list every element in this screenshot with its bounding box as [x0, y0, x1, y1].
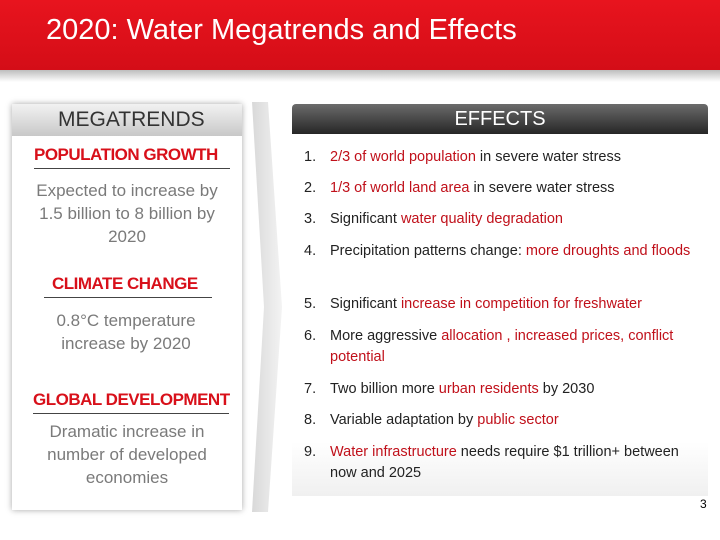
megatrends-header: MEGATRENDS: [12, 104, 242, 136]
effect-highlight: water quality degradation: [400, 211, 563, 227]
effect-text: in severe water stress: [469, 180, 615, 196]
effect-number: 2.: [304, 180, 317, 196]
section-divider: [34, 168, 230, 169]
effects-header: EFFECTS: [292, 104, 708, 134]
population-growth-heading: POPULATION GROWTH: [34, 145, 218, 164]
effect-highlight: allocation , increased prices, conflict …: [330, 328, 674, 365]
effect-text: More aggressive: [330, 328, 442, 344]
effect-item: 2. 1/3 of world land area in severe wate…: [304, 178, 704, 199]
global-development-heading: GLOBAL DEVELOPMENT: [33, 390, 230, 409]
effect-text: Variable adaptation by: [330, 412, 478, 428]
megatrends-title: MEGATRENDS: [58, 108, 205, 131]
effect-item: 6. More aggressive allocation , increase…: [304, 326, 704, 368]
effect-text: needs require $1 trillion+ between now a…: [330, 444, 679, 481]
effect-highlight: 1/3 of world land area: [330, 180, 470, 196]
effect-number: 6.: [304, 328, 317, 344]
effect-number: 1.: [304, 149, 317, 165]
climate-change-text: 0.8°C temperature increase by 2020: [56, 311, 196, 353]
effect-number: 8.: [304, 412, 317, 428]
effect-highlight: 2/3 of world population: [330, 149, 476, 165]
page-title: 2020: Water Megatrends and Effects: [46, 14, 517, 46]
effect-text: Two billion more: [330, 381, 439, 397]
effect-item: 1. 2/3 of world population in severe wat…: [304, 147, 704, 168]
effect-number: 3.: [304, 211, 317, 227]
effect-number: 9.: [304, 444, 317, 460]
effect-item: 9. Water infrastructure needs require $1…: [304, 442, 704, 484]
effect-item: 5. Significant increase in competition f…: [304, 294, 704, 315]
effect-text: Significant: [330, 296, 401, 312]
section-divider: [44, 297, 212, 298]
page-number: 3: [700, 497, 707, 511]
effect-text: by 2030: [538, 381, 595, 397]
effect-item: 4. Precipitation patterns change: more d…: [304, 241, 704, 262]
effects-panel-background: [292, 134, 708, 496]
effect-highlight: urban residents: [438, 381, 539, 397]
title-bar: 2020: Water Megatrends and Effects: [0, 0, 720, 70]
effect-highlight: public sector: [477, 412, 559, 428]
effect-item: 8. Variable adaptation by public sector: [304, 410, 704, 431]
section-divider: [33, 413, 229, 414]
effect-item: 7. Two billion more urban residents by 2…: [304, 379, 704, 400]
effect-highlight: more droughts and floods: [525, 243, 691, 259]
effect-text: in severe water stress: [475, 149, 621, 165]
population-growth-text: Expected to increase by 1.5 billion to 8…: [36, 181, 218, 246]
effect-text: Precipitation patterns change:: [330, 243, 526, 259]
effects-title: EFFECTS: [454, 108, 546, 130]
megatrends-panel: MEGATRENDS POPULATION GROWTH Expected to…: [12, 104, 242, 510]
effect-item: 3. Significant water quality degradation: [304, 209, 704, 230]
climate-change-heading: CLIMATE CHANGE: [52, 274, 198, 293]
global-development-text: Dramatic increase in number of developed…: [47, 422, 207, 487]
effect-highlight: increase in competition for freshwater: [400, 296, 642, 312]
effect-text: Significant: [330, 211, 401, 227]
effect-highlight: Water infrastructure: [330, 444, 457, 460]
effect-number: 7.: [304, 381, 317, 397]
effect-number: 5.: [304, 296, 317, 312]
effect-number: 4.: [304, 243, 317, 259]
chevron-arrow-icon: [252, 102, 282, 512]
title-bar-shadow: [0, 70, 720, 82]
